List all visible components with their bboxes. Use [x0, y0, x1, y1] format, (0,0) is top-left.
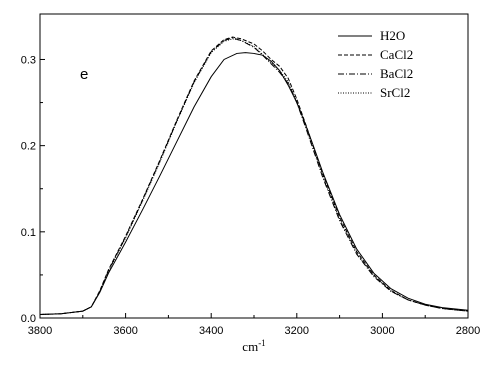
- y-tick-label: 0.2: [21, 141, 36, 153]
- x-tick-label: 3000: [370, 325, 394, 337]
- x-tick-label: 3200: [285, 325, 309, 337]
- legend: H2O CaCl2 BaCl2 SrCl2: [338, 28, 413, 100]
- legend-label: CaCl2: [380, 47, 413, 62]
- y-tick-label: 0.3: [21, 54, 36, 66]
- legend-label: H2O: [380, 28, 405, 43]
- series-line-bacl2: [39, 37, 469, 316]
- panel-label: e: [80, 66, 88, 83]
- y-axis-ticks: 0.0 0.1 0.2 0.3: [21, 54, 45, 325]
- y-tick-label: 0.1: [21, 227, 36, 239]
- x-tick-label: 3400: [199, 325, 223, 337]
- x-tick-label: 2800: [456, 325, 480, 337]
- x-axis-title-base: cm: [242, 339, 258, 354]
- series-lines: [39, 36, 469, 316]
- x-axis-ticks: 3800 3600 3400 3200 3000 2800: [28, 313, 480, 337]
- x-tick-label: 3800: [28, 325, 52, 337]
- legend-label: SrCl2: [380, 85, 410, 100]
- legend-label: BaCl2: [380, 66, 413, 81]
- y-tick-label: 0.0: [21, 313, 36, 325]
- x-tick-label: 3600: [113, 325, 137, 337]
- x-axis-title-superscript: -1: [258, 338, 266, 348]
- series-line-h2o: [39, 52, 469, 316]
- x-axis-title: cm-1: [242, 338, 265, 354]
- series-line-srcl2: [39, 38, 469, 316]
